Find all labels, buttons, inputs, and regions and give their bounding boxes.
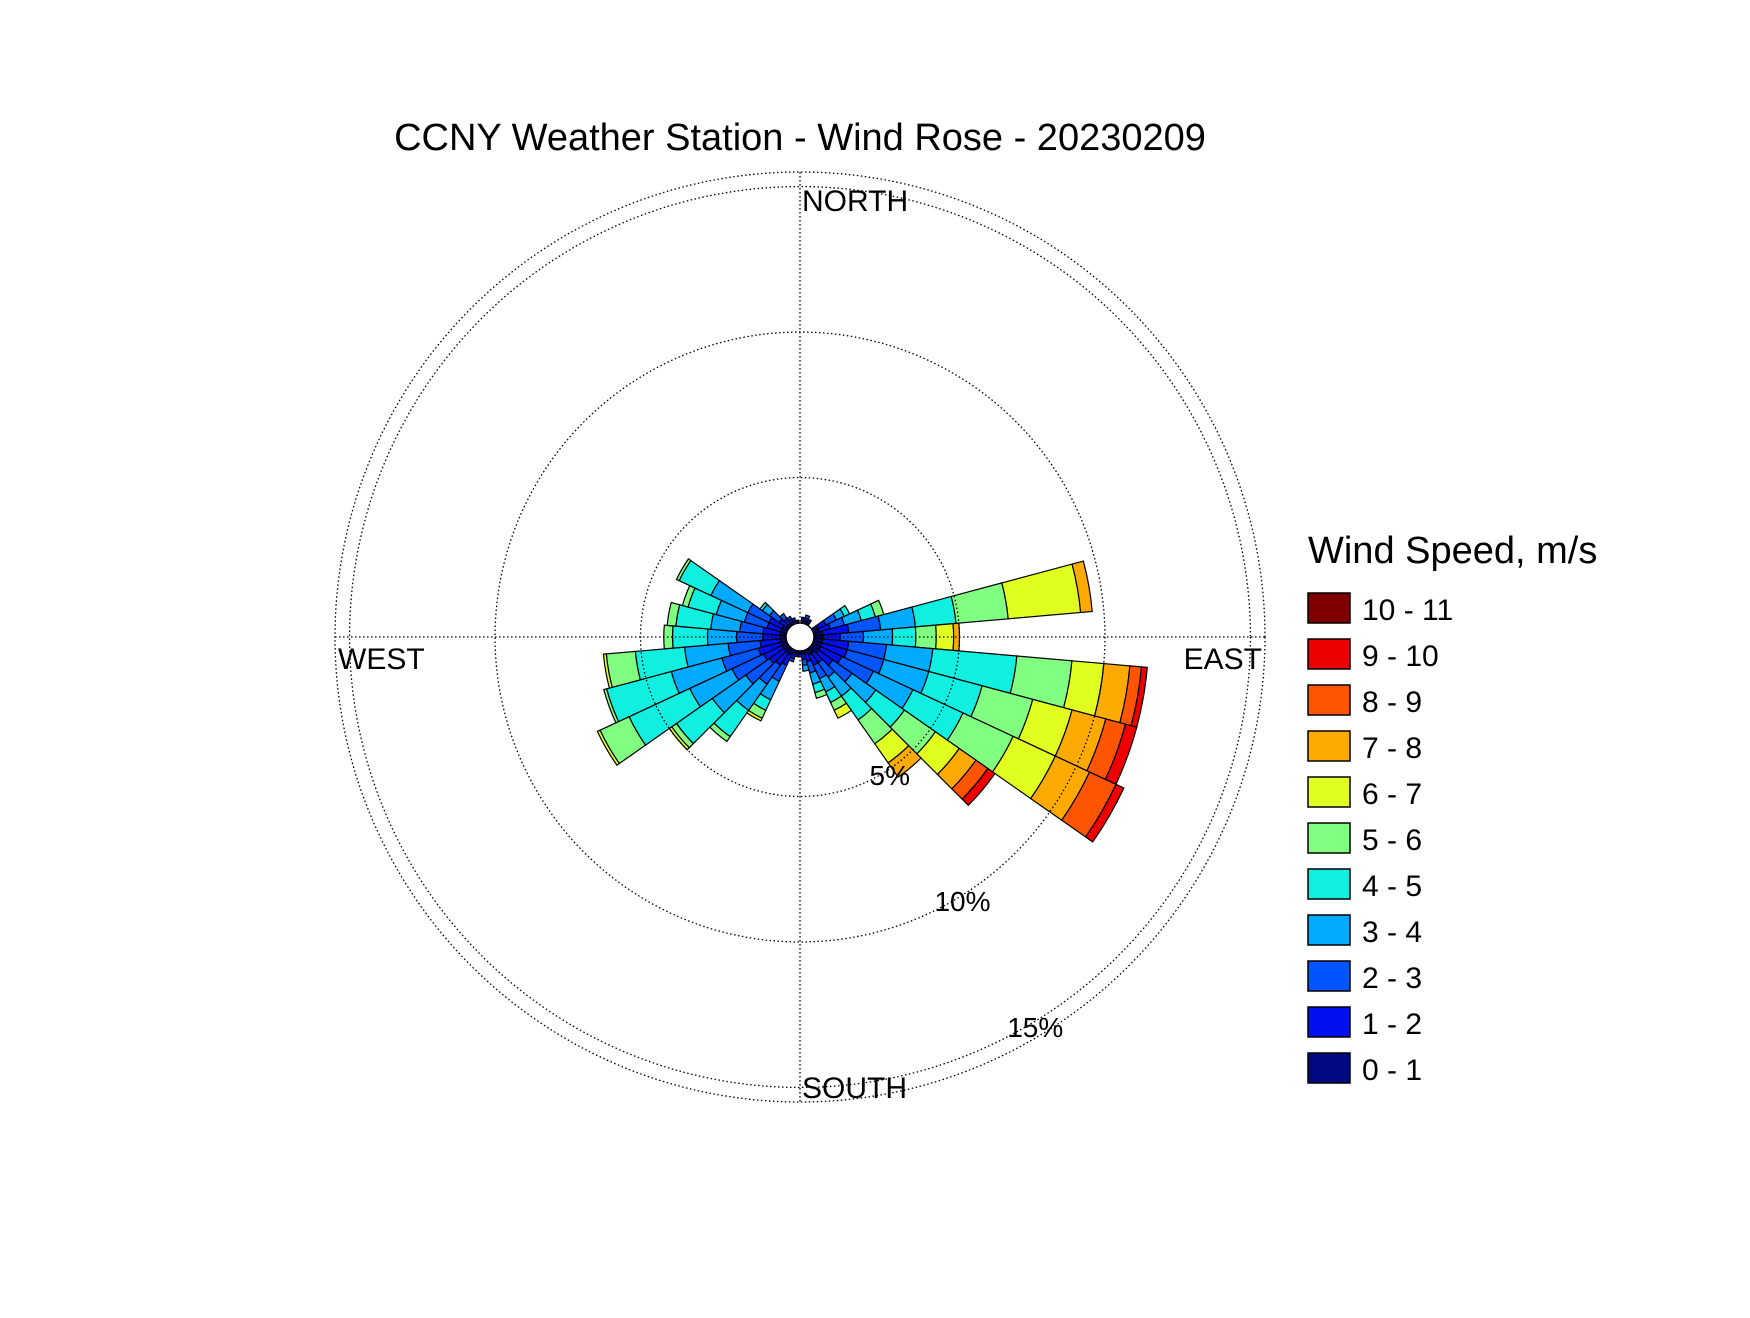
- legend-items: 10 - 11 9 - 10 8 - 9 7 - 8 6 - 7 5 - 6 4 - 5 3 …: [1307, 592, 1453, 1087]
- legend-swatch-5: [1307, 822, 1351, 854]
- sector-20-bin-2: [804, 614, 811, 620]
- sector-310-bin-4: [759, 601, 769, 612]
- direction-label-east: EAST: [1184, 643, 1262, 676]
- legend-swatch-1: [1307, 1006, 1351, 1038]
- legend-swatch-2: [1307, 960, 1351, 992]
- ring-label-15pct: 15%: [1007, 1012, 1063, 1043]
- sector-140-bin-7: [887, 744, 922, 779]
- sector-130-bin-9: [961, 767, 996, 807]
- ring-label-5pct: 5%: [870, 760, 910, 791]
- sector-270-bin-4: [671, 625, 709, 649]
- sector-150-bin-6: [833, 702, 853, 720]
- legend-swatch-8: [1307, 684, 1351, 716]
- sector-90-bin-6: [935, 622, 955, 652]
- chart-title: CCNY Weather Station - Wind Rose - 20230…: [394, 117, 1206, 159]
- sector-240-bin-6: [596, 729, 621, 767]
- legend-swatch-6: [1307, 776, 1351, 808]
- center-hole: [785, 622, 815, 652]
- legend-label-6: 6 - 7: [1362, 778, 1422, 811]
- direction-label-south: SOUTH: [802, 1072, 907, 1105]
- sector-250-bin-5: [603, 688, 620, 724]
- sector-260-bin-6: [602, 653, 613, 689]
- direction-label-west: WEST: [338, 643, 425, 676]
- legend-label-4: 4 - 5: [1362, 870, 1422, 903]
- sector-320-bin-2: [778, 612, 788, 622]
- legend-title: Wind Speed, m/s: [1308, 530, 1597, 572]
- sector-280-bin-5: [666, 601, 681, 627]
- sector-90-bin-5: [914, 624, 937, 650]
- legend-label-7: 7 - 8: [1362, 732, 1422, 765]
- sector-300-bin-5: [675, 558, 692, 582]
- legend-swatch-0: [1307, 1052, 1351, 1084]
- legend-swatch-9: [1307, 638, 1351, 670]
- legend-swatch-3: [1307, 914, 1351, 946]
- sector-80-bin-6: [1001, 563, 1082, 620]
- direction-label-north: NORTH: [802, 185, 908, 218]
- legend-label-9: 9 - 10: [1362, 640, 1439, 673]
- sector-340-bin-1: [790, 617, 797, 623]
- legend-swatch-10: [1307, 592, 1351, 624]
- legend-swatch-7: [1307, 730, 1351, 762]
- legend-label-3: 3 - 4: [1362, 916, 1422, 949]
- sector-160-bin-5: [814, 688, 828, 700]
- legend-label-8: 8 - 9: [1362, 686, 1422, 719]
- legend-label-10: 10 - 11: [1362, 594, 1453, 627]
- sector-330-bin-2: [786, 615, 793, 622]
- wind-sectors: [596, 558, 1148, 843]
- legend-label-2: 2 - 3: [1362, 962, 1422, 995]
- sector-80-bin-5: [950, 582, 1009, 625]
- legend-label-5: 5 - 6: [1362, 824, 1422, 857]
- legend-label-1: 1 - 2: [1362, 1008, 1422, 1041]
- sector-30-bin-1: [806, 618, 813, 624]
- sector-80-bin-4: [911, 595, 957, 628]
- grid-ring-2: [348, 185, 1252, 1089]
- legend-swatch-4: [1307, 868, 1351, 900]
- sector-80-bin-3: [877, 606, 917, 631]
- ring-label-10pct: 10%: [934, 886, 990, 917]
- legend: Wind Speed, m/s 10 - 11 9 - 10 8 - 9 7 - 8 6…: [1307, 530, 1597, 1087]
- sector-170-bin-3: [801, 663, 810, 672]
- sector-120-bin-9: [1084, 783, 1125, 843]
- sector-80-bin-7: [1071, 560, 1093, 614]
- legend-label-0: 0 - 1: [1362, 1054, 1422, 1087]
